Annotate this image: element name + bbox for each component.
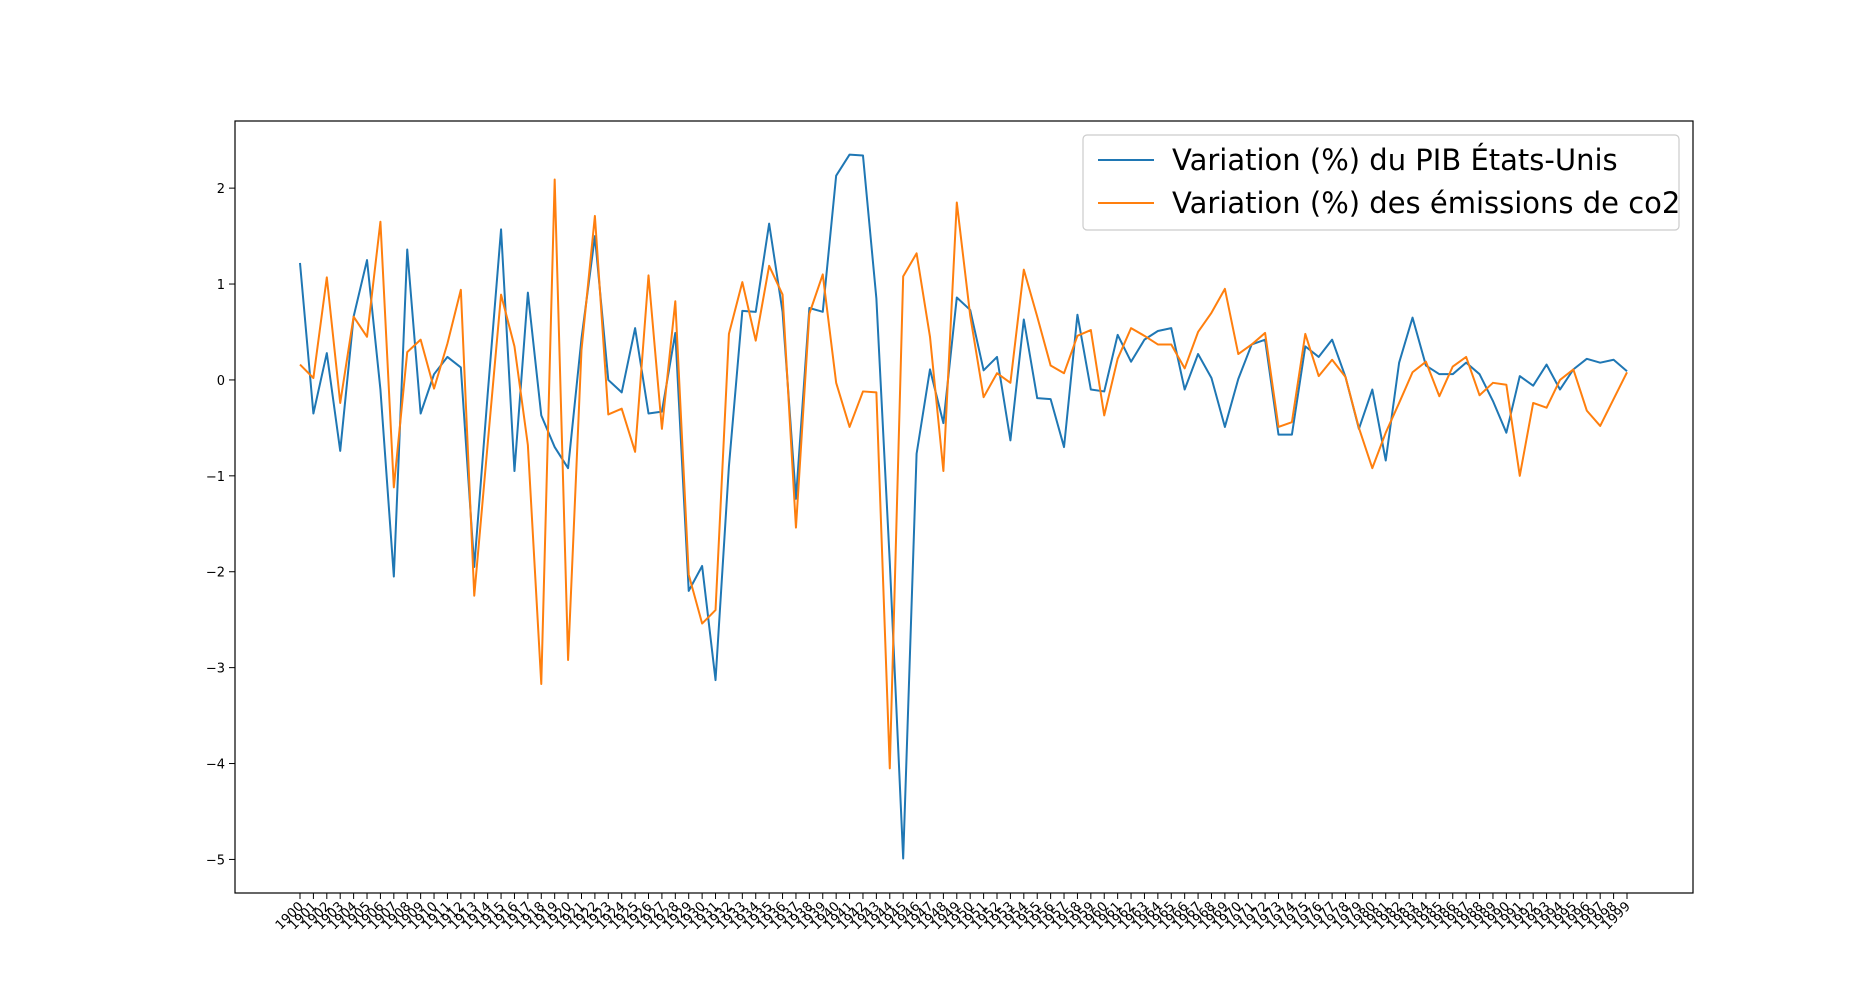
y-tick-label: 1 xyxy=(217,278,225,293)
legend-label-co2: Variation (%) des émissions de co2 xyxy=(1172,186,1680,220)
y-tick-label: 2 xyxy=(217,182,225,197)
y-tick-label: −5 xyxy=(206,853,225,868)
y-tick-label: 0 xyxy=(217,374,225,389)
axes-frame xyxy=(234,120,1694,894)
legend-label-gdp: Variation (%) du PIB États-Unis xyxy=(1172,143,1618,177)
legend: Variation (%) du PIB États-Unis Variatio… xyxy=(1082,134,1680,231)
series-layer xyxy=(299,153,1628,860)
y-tick-label: −3 xyxy=(206,662,225,677)
y-tick-label: −2 xyxy=(206,566,225,581)
y-tick-label: −4 xyxy=(206,758,225,773)
axes-background xyxy=(235,121,1693,893)
plot-area xyxy=(235,121,1693,893)
legend-box xyxy=(1082,134,1680,231)
series-line-co2 xyxy=(299,178,1628,770)
series-line-gdp xyxy=(299,153,1628,860)
x-axis: 1900190119021903190419051906190719081909… xyxy=(273,893,1634,933)
y-axis: −5 −4 −3 −2 −1 0 1 2 xyxy=(206,182,235,868)
y-tick-label: −1 xyxy=(206,470,225,485)
